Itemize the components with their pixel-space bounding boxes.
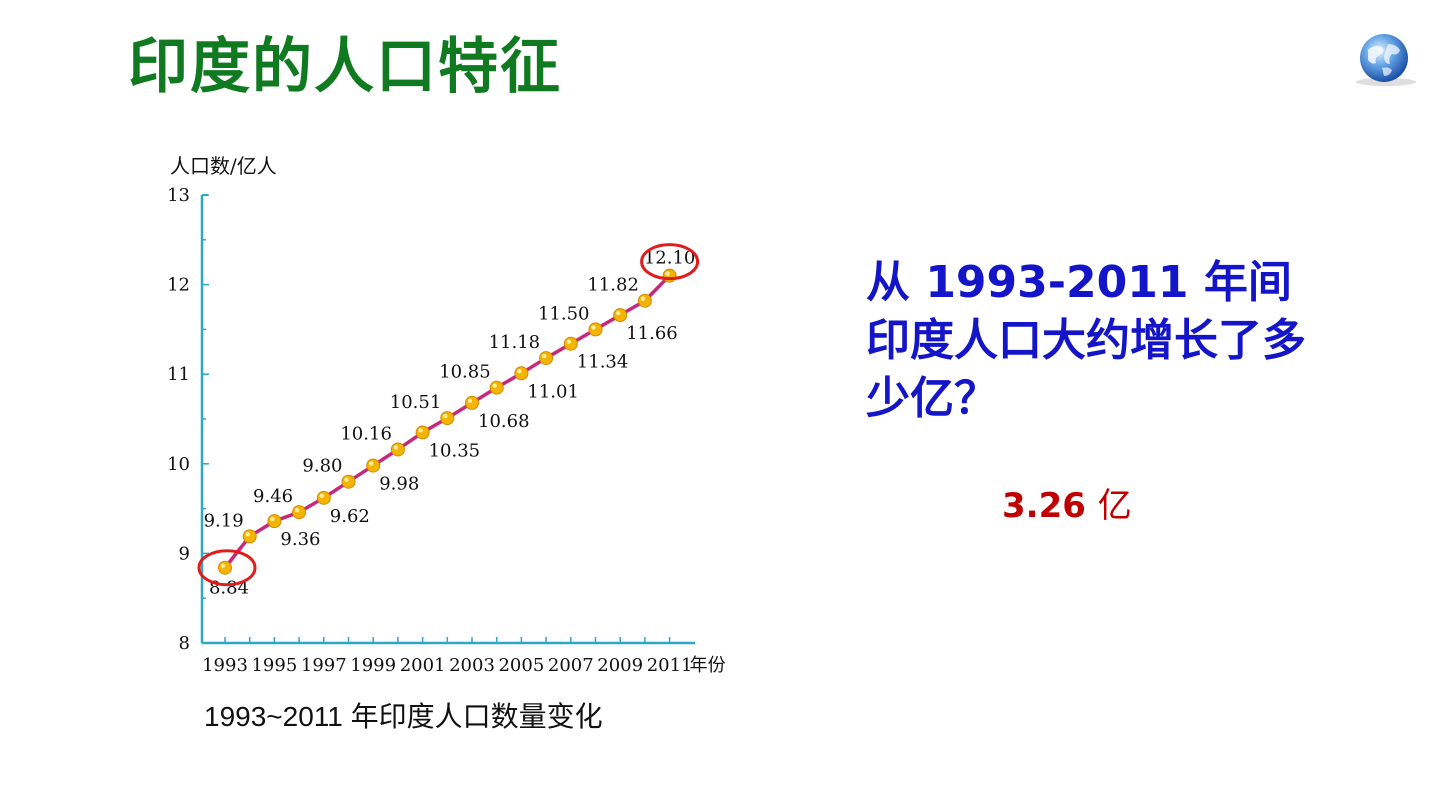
data-point-shine: [418, 428, 423, 433]
data-point-1998: [341, 474, 356, 489]
x-tick-label: 1995: [251, 655, 297, 676]
question-text: 从 1993-2011 年间印度人口大约增长了多少亿？: [866, 257, 1306, 424]
data-point-1993: [218, 560, 232, 575]
data-point-shine: [443, 413, 448, 419]
y-tick-label: 9: [179, 543, 190, 564]
y-tick-label: 11: [167, 364, 190, 385]
chart-caption: 1993~2011 年印度人口数量变化: [204, 701, 603, 732]
data-label-2007: 11.34: [577, 352, 629, 373]
data-point-2007: [563, 336, 578, 351]
data-point-1999: [366, 458, 381, 473]
data-point-2011: [662, 268, 677, 283]
data-label-2004: 10.85: [439, 362, 491, 383]
data-point-2010: [637, 293, 652, 308]
data-point-shine: [616, 310, 621, 316]
data-point-1994: [242, 529, 257, 544]
x-tick-label: 2007: [548, 655, 594, 676]
data-point-shine: [245, 532, 250, 537]
data-point-2008: [588, 322, 603, 337]
data-point-1997: [316, 490, 331, 505]
data-label-2001: 10.35: [429, 440, 481, 461]
chart-highlights: [197, 243, 700, 587]
x-tick-label: 2011: [647, 655, 693, 676]
y-axis-title: 人口数/亿人: [170, 154, 277, 178]
x-tick-label: 2001: [400, 655, 446, 676]
data-label-2002: 10.51: [390, 392, 442, 413]
answer-value: 3.26: [1002, 486, 1086, 526]
x-tick-label: 1993: [202, 655, 248, 676]
data-label-1997: 9.62: [330, 506, 370, 527]
data-point-2004: [489, 380, 504, 395]
data-point-shine: [492, 383, 497, 388]
data-point-1995: [267, 514, 282, 529]
answer-text: 3.26 亿: [1002, 478, 1132, 527]
data-point-shine: [393, 445, 399, 450]
data-point-2003: [465, 395, 479, 410]
data-label-1995: 9.36: [280, 529, 320, 550]
highlight-circle-1993: [197, 549, 257, 587]
data-label-1999: 9.98: [379, 474, 419, 495]
data-point-1996: [292, 505, 307, 520]
slide-title: 印度的人口特征: [128, 32, 562, 102]
data-point-shine: [467, 398, 473, 404]
data-point-shine: [665, 271, 670, 276]
data-label-2011: 12.10: [644, 248, 696, 269]
data-point-shine: [591, 325, 596, 330]
data-point-shine: [541, 353, 547, 359]
y-tick-label: 8: [179, 633, 190, 654]
data-point-shine: [566, 339, 571, 344]
y-tick-label: 10: [167, 454, 190, 475]
data-point-shine: [220, 563, 226, 568]
data-point-shine: [294, 507, 300, 513]
data-point-2001: [415, 425, 430, 440]
data-label-2003: 10.68: [478, 411, 530, 432]
data-label-2009: 11.66: [626, 323, 678, 344]
data-point-2009: [613, 308, 628, 323]
highlight-circle-2011: [640, 243, 700, 281]
data-label-2000: 10.16: [340, 423, 392, 444]
answer-unit: 亿: [1097, 486, 1132, 526]
globe-icon: [1356, 34, 1416, 86]
y-tick-label: 13: [167, 185, 190, 206]
data-point-shine: [640, 296, 646, 301]
data-label-2010: 11.82: [587, 275, 639, 296]
chart-data-labels: 8.849.199.369.469.629.809.9810.1610.3510…: [204, 248, 696, 599]
data-point-shine: [369, 461, 374, 466]
data-label-2005: 11.01: [527, 381, 579, 402]
x-tick-label: 1999: [350, 655, 396, 676]
data-point-2002: [440, 411, 455, 426]
x-tick-label: 1997: [301, 655, 347, 676]
data-label-2008: 11.50: [538, 303, 590, 324]
data-point-shine: [344, 477, 349, 482]
data-label-1998: 9.80: [302, 456, 342, 477]
y-tick-label: 12: [167, 275, 190, 296]
data-point-shine: [517, 369, 522, 374]
data-point-2000: [390, 442, 405, 457]
data-point-shine: [270, 516, 275, 522]
data-label-2006: 11.18: [489, 332, 541, 353]
data-point-2006: [539, 351, 554, 366]
x-axis-title: 年份: [690, 655, 726, 676]
x-tick-label: 2005: [498, 655, 544, 676]
x-tick-label: 2009: [597, 655, 643, 676]
x-tick-label: 2003: [449, 655, 495, 676]
chart-markers: [218, 268, 677, 575]
data-label-1996: 9.46: [253, 486, 293, 507]
data-point-shine: [319, 493, 324, 499]
data-label-1994: 9.19: [204, 510, 244, 531]
data-point-2005: [514, 366, 529, 381]
